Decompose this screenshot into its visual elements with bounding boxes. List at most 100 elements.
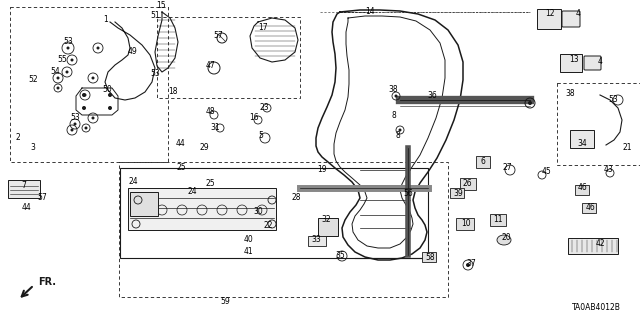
Text: 34: 34 — [577, 139, 587, 148]
Text: 10: 10 — [461, 219, 471, 228]
Circle shape — [82, 106, 86, 110]
Text: 30: 30 — [253, 207, 263, 217]
Bar — [575, 185, 589, 195]
Circle shape — [83, 93, 86, 97]
Text: 19: 19 — [317, 165, 327, 174]
Text: 49: 49 — [128, 47, 138, 57]
Text: 28: 28 — [291, 194, 301, 203]
Text: 25: 25 — [176, 164, 186, 172]
Text: 1: 1 — [104, 14, 108, 23]
Text: 59: 59 — [220, 297, 230, 306]
Text: 43: 43 — [603, 165, 613, 174]
Circle shape — [56, 76, 60, 79]
Text: 46: 46 — [586, 204, 596, 212]
Text: 52: 52 — [28, 76, 38, 84]
Text: 58: 58 — [425, 253, 435, 262]
Bar — [582, 203, 596, 213]
Text: TA0AB4012B: TA0AB4012B — [572, 303, 620, 313]
Circle shape — [528, 101, 532, 105]
Circle shape — [108, 106, 112, 110]
Text: 23: 23 — [259, 103, 269, 113]
Text: 48: 48 — [205, 108, 215, 116]
Text: 14: 14 — [365, 7, 375, 17]
Text: 50: 50 — [102, 85, 112, 94]
Text: 29: 29 — [199, 143, 209, 153]
Text: 21: 21 — [622, 143, 632, 153]
Text: 37: 37 — [466, 259, 476, 268]
Bar — [570, 130, 594, 148]
Text: 11: 11 — [493, 215, 503, 225]
Bar — [130, 192, 158, 216]
Circle shape — [466, 263, 470, 267]
Text: 3: 3 — [31, 143, 35, 153]
Bar — [120, 168, 428, 258]
Text: 6: 6 — [481, 156, 485, 165]
Text: 8: 8 — [392, 110, 396, 119]
Bar — [318, 218, 338, 236]
Text: 26: 26 — [462, 179, 472, 188]
Text: 2: 2 — [15, 133, 20, 142]
Text: 46: 46 — [578, 183, 588, 193]
Text: 13: 13 — [569, 55, 579, 65]
Text: 54: 54 — [50, 68, 60, 76]
Text: 18: 18 — [168, 87, 178, 97]
Text: 53: 53 — [63, 36, 73, 45]
FancyBboxPatch shape — [537, 9, 561, 29]
Text: 32: 32 — [321, 215, 331, 225]
Circle shape — [97, 46, 99, 50]
Circle shape — [56, 86, 60, 90]
Text: 16: 16 — [249, 114, 259, 123]
Text: 53: 53 — [70, 114, 80, 123]
Text: 12: 12 — [545, 10, 555, 19]
Text: 56: 56 — [403, 188, 413, 197]
Bar — [456, 218, 474, 230]
Bar — [568, 238, 618, 254]
Text: 39: 39 — [453, 188, 463, 197]
Text: 45: 45 — [541, 167, 551, 177]
FancyBboxPatch shape — [562, 11, 580, 27]
Bar — [10, 7, 168, 162]
Text: 4: 4 — [598, 58, 602, 67]
Text: 57: 57 — [213, 30, 223, 39]
Bar — [8, 180, 40, 198]
Bar — [119, 162, 448, 297]
Circle shape — [84, 126, 88, 130]
Text: FR.: FR. — [38, 277, 56, 287]
Bar — [557, 83, 640, 165]
Text: 4: 4 — [575, 10, 580, 19]
Circle shape — [82, 93, 86, 97]
Text: 22: 22 — [263, 221, 273, 230]
Circle shape — [65, 70, 68, 74]
Text: 55: 55 — [57, 55, 67, 65]
Circle shape — [70, 129, 74, 132]
Text: 47: 47 — [205, 60, 215, 69]
Circle shape — [70, 59, 74, 61]
FancyBboxPatch shape — [560, 54, 582, 72]
Bar — [490, 214, 506, 226]
Circle shape — [394, 94, 397, 98]
FancyBboxPatch shape — [584, 56, 601, 70]
Text: 17: 17 — [258, 23, 268, 33]
Text: 44: 44 — [21, 204, 31, 212]
Text: 57: 57 — [37, 193, 47, 202]
Bar — [450, 188, 464, 198]
Bar — [476, 156, 490, 168]
Text: 42: 42 — [595, 239, 605, 249]
Bar — [422, 252, 436, 262]
Text: 7: 7 — [22, 180, 26, 189]
Text: 53: 53 — [150, 69, 160, 78]
Text: 15: 15 — [156, 1, 166, 10]
Bar — [157, 17, 300, 98]
Text: 33: 33 — [311, 236, 321, 244]
Circle shape — [92, 116, 95, 119]
Text: 20: 20 — [501, 233, 511, 242]
Circle shape — [108, 93, 112, 97]
Bar — [128, 188, 276, 230]
Circle shape — [399, 129, 401, 132]
Text: 40: 40 — [243, 236, 253, 244]
Text: 8: 8 — [396, 131, 401, 140]
Text: 35: 35 — [335, 251, 345, 260]
Text: 38: 38 — [388, 85, 398, 94]
Text: 41: 41 — [243, 247, 253, 257]
Text: 24: 24 — [187, 188, 197, 196]
